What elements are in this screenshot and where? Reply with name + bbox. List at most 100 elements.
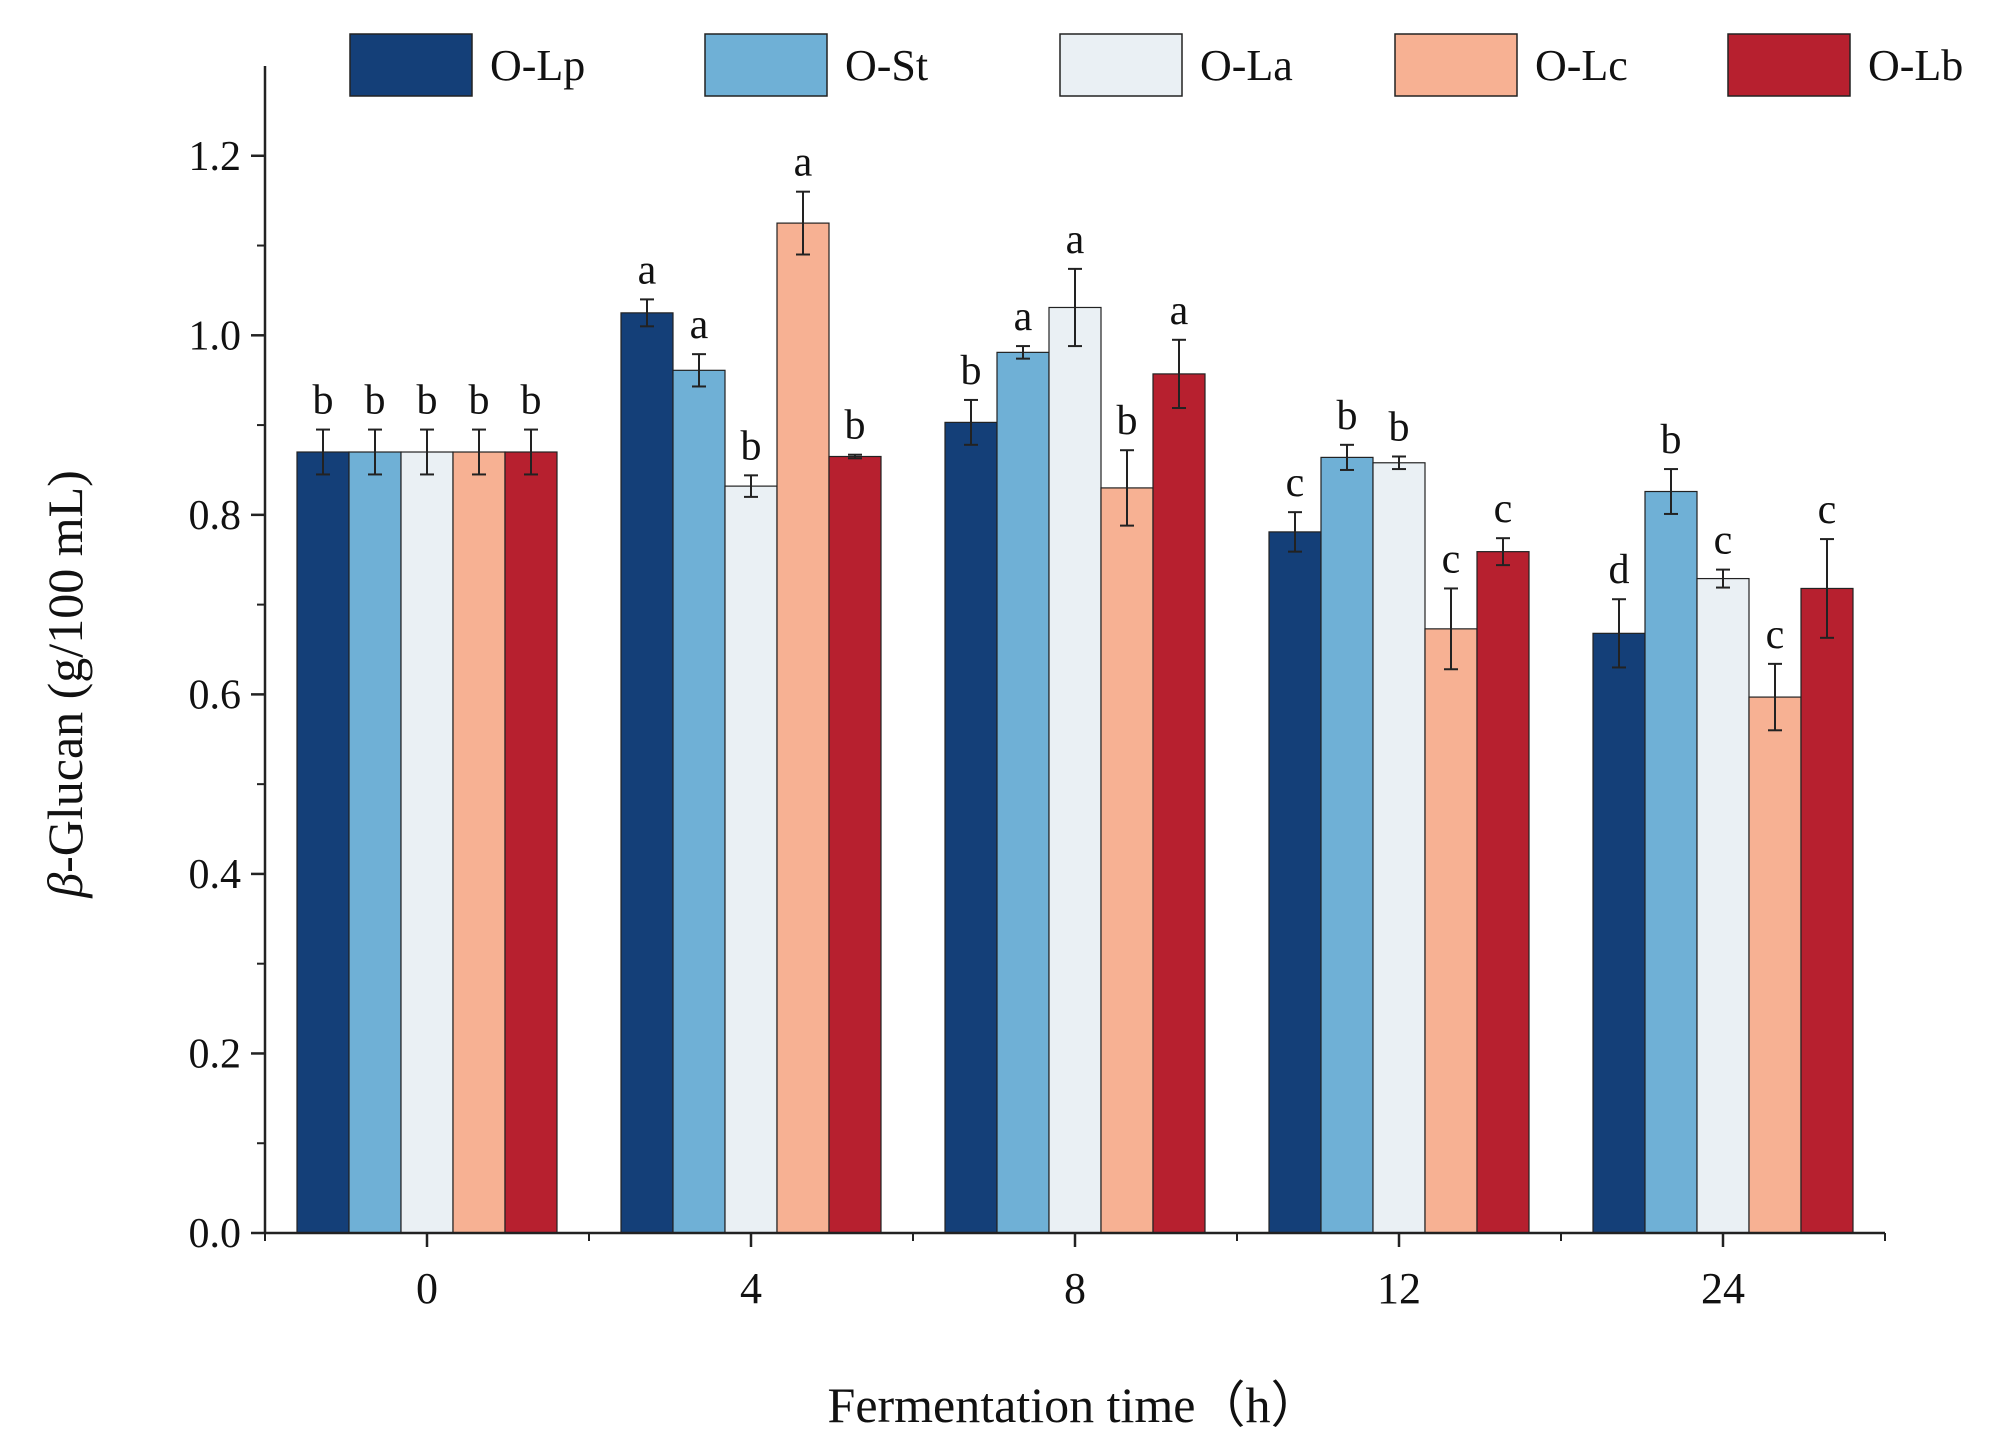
x-tick-label-0: 0 xyxy=(416,1264,438,1313)
bar-O-St-0 xyxy=(348,451,402,1234)
y-tick-label: 0.8 xyxy=(189,493,242,539)
legend-label-O-La: O-La xyxy=(1200,41,1293,90)
error-bar-O-Lc-12 xyxy=(1444,587,1458,671)
x-tick-label-8: 8 xyxy=(1064,1264,1086,1313)
bar-O-Lp-8 xyxy=(944,421,998,1234)
legend-swatch-O-Lc xyxy=(1394,33,1518,97)
bar-O-La-12 xyxy=(1372,462,1426,1234)
y-tick-label: 0.0 xyxy=(189,1211,242,1257)
error-bar-O-Lp-8 xyxy=(964,398,978,446)
sig-label-O-Lc-12: c xyxy=(1442,536,1461,582)
bar-O-Lb-24 xyxy=(1800,587,1854,1234)
y-axis-title: β-Glucan (g/100 mL) xyxy=(37,470,93,899)
bar-O-Lp-24 xyxy=(1592,632,1646,1234)
bar-O-Lc-8 xyxy=(1100,487,1154,1234)
bar-O-St-24 xyxy=(1644,490,1698,1234)
sig-label-O-Lc-0: b xyxy=(469,378,490,424)
y-tick-label: 0.2 xyxy=(189,1031,242,1077)
error-bar-O-La-12 xyxy=(1392,455,1406,471)
legend-swatch-O-Lb xyxy=(1727,33,1851,97)
sig-label-O-La-0: b xyxy=(417,378,438,424)
error-bar-O-St-0 xyxy=(368,428,382,476)
sig-label-O-Lb-24: c xyxy=(1818,487,1837,533)
error-bar-O-St-12 xyxy=(1340,443,1354,471)
legend-swatch-O-St xyxy=(704,33,828,97)
sig-label-O-Lb-0: b xyxy=(521,378,542,424)
sig-label-O-Lp-24: d xyxy=(1609,547,1630,593)
sig-label-O-Lp-8: b xyxy=(961,348,982,394)
bar-O-La-4 xyxy=(724,485,778,1234)
error-bar-O-La-0 xyxy=(420,428,434,476)
sig-label-O-Lp-4: a xyxy=(638,247,657,293)
legend-item-O-Lb: O-Lb xyxy=(1727,33,1963,97)
y-axis-title-symbol: β xyxy=(37,873,93,899)
legend-label-O-St: O-St xyxy=(845,41,928,90)
x-tick-label-4: 4 xyxy=(740,1264,762,1313)
error-bar-O-St-8 xyxy=(1016,345,1030,360)
error-bar-O-St-4 xyxy=(692,353,706,388)
bar-O-Lc-24 xyxy=(1748,696,1802,1234)
error-bar-O-Lc-0 xyxy=(472,428,486,476)
error-bar-O-Lp-4 xyxy=(640,298,654,328)
y-tick-label: 0.6 xyxy=(189,672,242,718)
sig-label-O-Lp-12: c xyxy=(1286,460,1305,506)
error-bar-O-Lp-0 xyxy=(316,428,330,476)
sig-label-O-La-24: c xyxy=(1714,518,1733,564)
sig-label-O-Lb-12: c xyxy=(1494,486,1513,532)
bar-O-Lp-12 xyxy=(1268,531,1322,1234)
y-axis-title-text: -Glucan (g/100 mL) xyxy=(37,470,93,873)
legend-label-O-Lc: O-Lc xyxy=(1535,41,1628,90)
legend-item-O-St: O-St xyxy=(704,33,928,97)
sig-label-O-Lc-4: a xyxy=(794,140,813,186)
error-bar-O-La-4 xyxy=(744,474,758,498)
legend-swatch-O-Lp xyxy=(349,33,473,97)
sig-label-O-Lp-0: b xyxy=(313,378,334,424)
error-bar-O-Lb-12 xyxy=(1496,537,1510,567)
axes: 0.0 0.2 0.4 0.6 0.8 1.0 1.2 0 4 8 12 24 xyxy=(189,66,1886,1313)
bars xyxy=(296,222,1854,1234)
bar-O-Lp-0 xyxy=(296,451,350,1234)
bar-O-La-24 xyxy=(1696,577,1750,1234)
y-tick-label: 1.2 xyxy=(189,134,242,180)
sig-label-O-Lb-8: a xyxy=(1170,288,1189,334)
bar-O-La-0 xyxy=(400,451,454,1234)
error-bar-O-La-8 xyxy=(1068,267,1082,348)
legend-item-O-Lp: O-Lp xyxy=(349,33,585,97)
sig-label-O-St-24: b xyxy=(1661,417,1682,463)
error-bars xyxy=(316,190,1834,732)
sig-label-O-La-8: a xyxy=(1066,217,1085,263)
error-bar-O-Lb-4 xyxy=(848,453,862,460)
bar-O-La-8 xyxy=(1048,306,1102,1234)
error-bar-O-Lb-8 xyxy=(1172,338,1186,410)
sig-label-O-Lc-8: b xyxy=(1117,398,1138,444)
sig-label-O-St-4: a xyxy=(690,302,709,348)
bar-O-Lb-0 xyxy=(504,451,558,1234)
sig-label-O-La-4: b xyxy=(741,423,762,469)
bar-O-Lc-12 xyxy=(1424,628,1478,1234)
legend-swatch-O-La xyxy=(1059,33,1183,97)
error-bar-O-Lc-24 xyxy=(1768,662,1782,732)
bar-O-Lc-4 xyxy=(776,222,830,1234)
sig-label-O-St-12: b xyxy=(1337,393,1358,439)
legend-label-O-Lb: O-Lb xyxy=(1868,41,1963,90)
error-bar-O-Lp-24 xyxy=(1612,598,1626,669)
sig-label-O-St-0: b xyxy=(365,378,386,424)
bar-O-Lb-4 xyxy=(828,455,882,1234)
legend-label-O-Lp: O-Lp xyxy=(490,41,585,90)
x-tick-label-12: 12 xyxy=(1377,1264,1421,1313)
error-bar-O-Lb-0 xyxy=(524,428,538,476)
error-bar-O-Lc-8 xyxy=(1120,449,1134,527)
error-bar-O-Lb-24 xyxy=(1820,538,1834,639)
legend: O-Lp O-St O-La O-Lc O-Lb xyxy=(349,33,1963,97)
sig-label-O-La-12: b xyxy=(1389,404,1410,450)
bar-O-Lp-4 xyxy=(620,312,674,1234)
sig-label-O-St-8: a xyxy=(1014,294,1033,340)
legend-item-O-Lc: O-Lc xyxy=(1394,33,1628,97)
y-tick-label: 0.4 xyxy=(189,852,242,898)
y-tick-label: 1.0 xyxy=(189,313,242,359)
sig-label-O-Lc-24: c xyxy=(1766,612,1785,658)
error-bar-O-La-24 xyxy=(1716,568,1730,589)
bar-O-Lc-0 xyxy=(452,451,506,1234)
bar-O-St-4 xyxy=(672,369,726,1234)
